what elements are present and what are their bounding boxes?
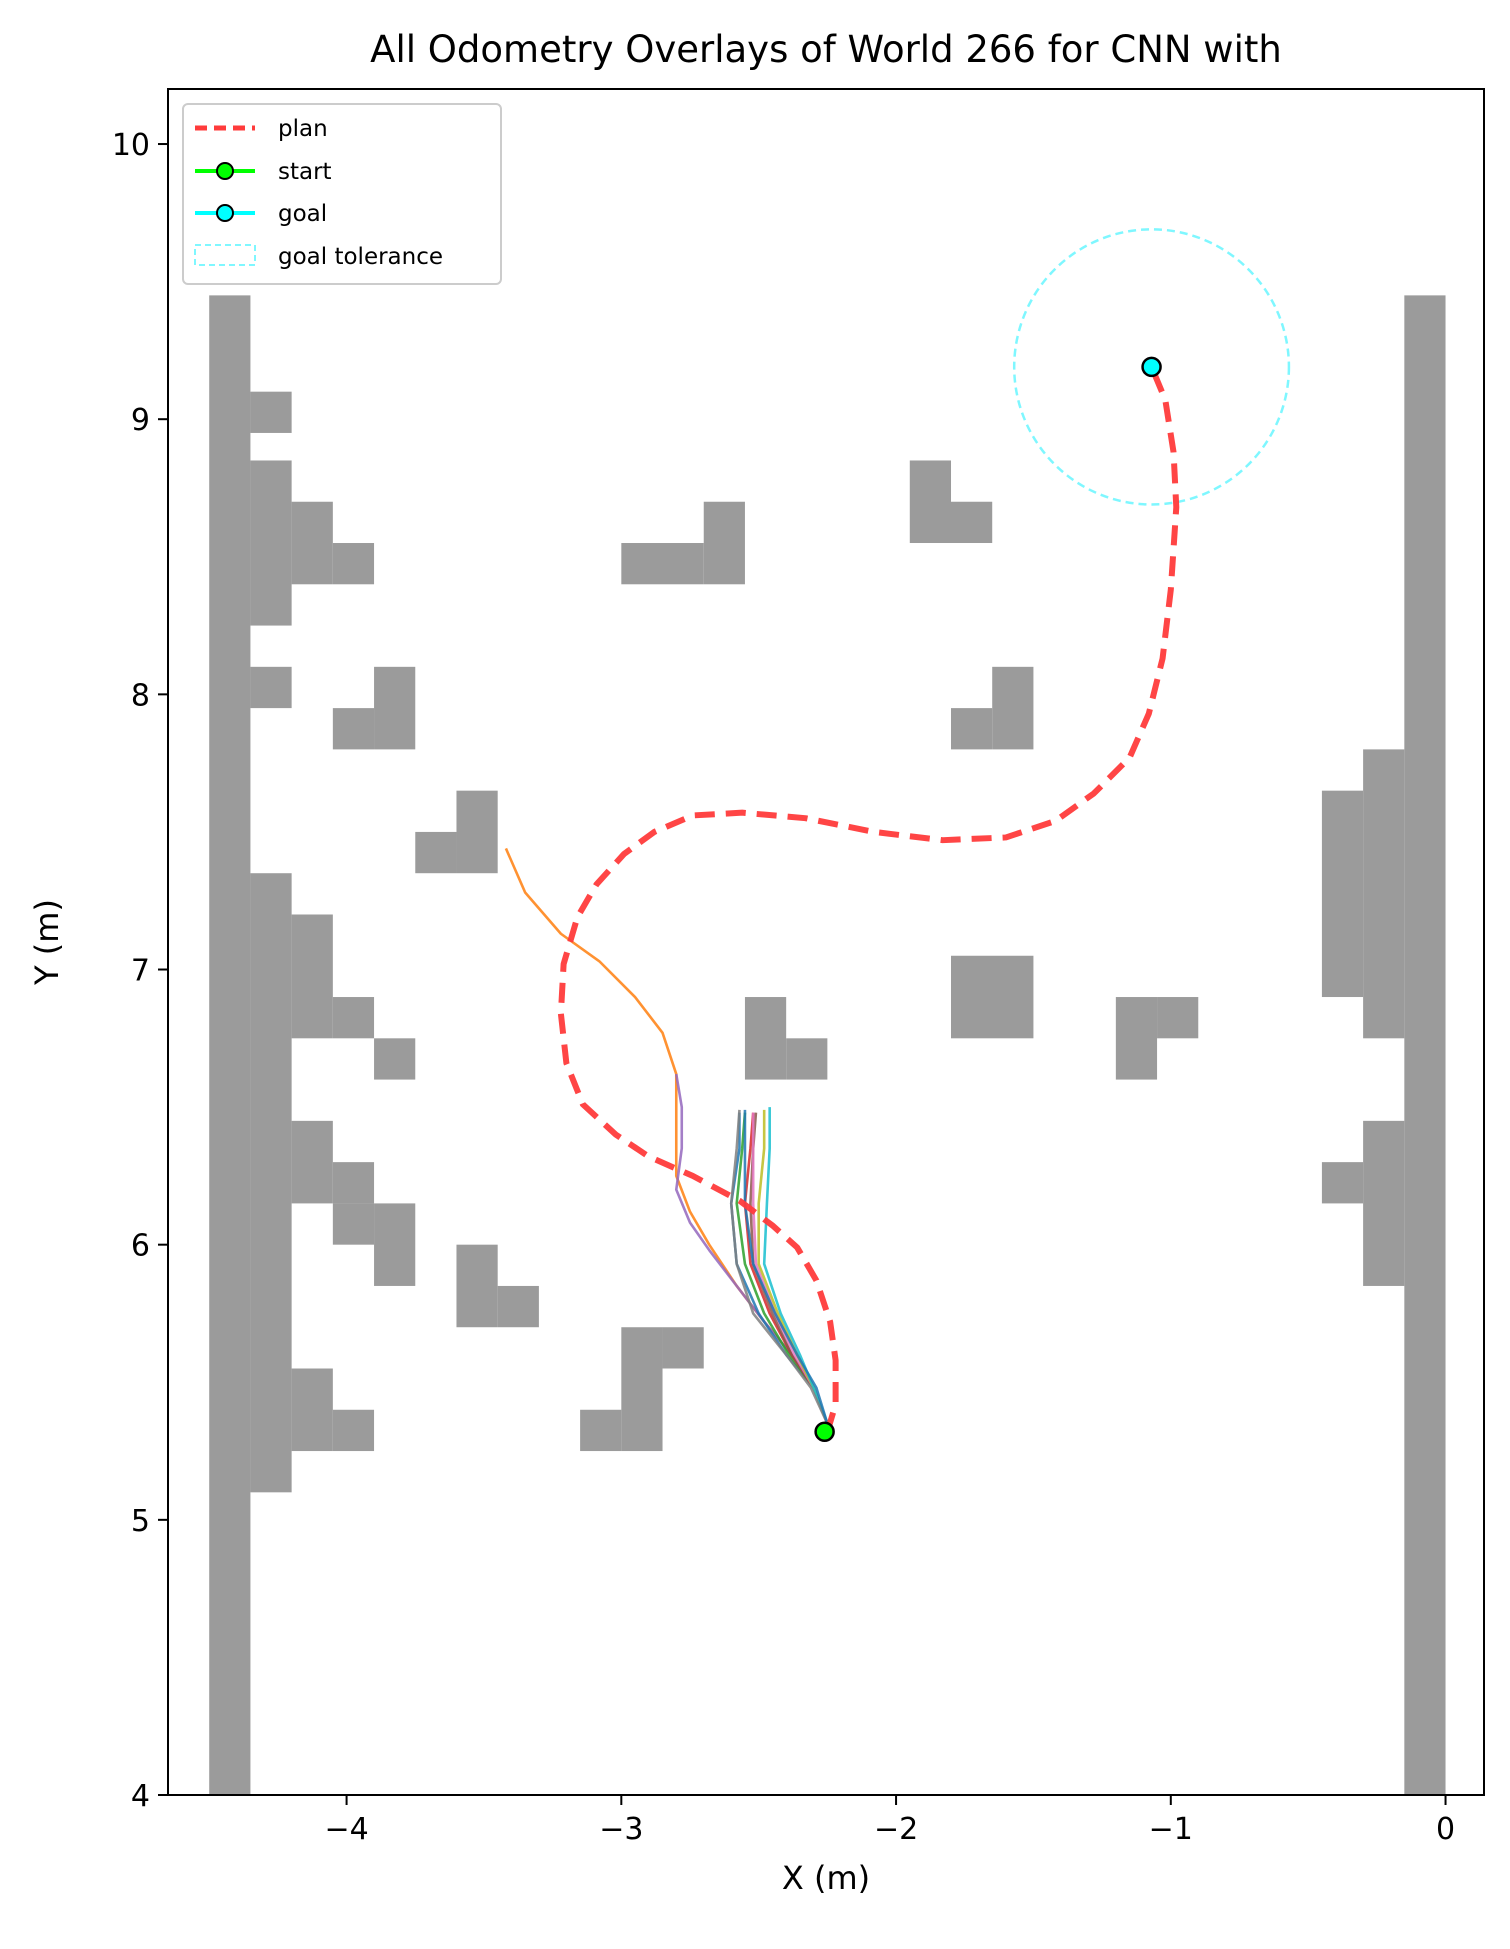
obstacle-block-5 xyxy=(250,666,292,709)
obstacle-block-9 xyxy=(374,1038,416,1080)
legend-tolerance-label: goal tolerance xyxy=(278,244,443,270)
obstacle-block-28 xyxy=(786,1038,828,1080)
y-tick-label-1: 5 xyxy=(131,1504,150,1539)
obstacle-block-19 xyxy=(415,831,457,874)
x-tick-label-3: −1 xyxy=(1149,1812,1193,1847)
obstacle-block-1 xyxy=(250,391,292,433)
x-tick-label-4: 0 xyxy=(1436,1812,1455,1847)
obstacle-block-0 xyxy=(209,295,251,1795)
obstacle-block-37 xyxy=(1363,749,1405,1039)
obstacle-block-23 xyxy=(703,501,745,585)
obstacle-block-38 xyxy=(1321,790,1364,998)
obstacle-block-26 xyxy=(580,1409,622,1452)
y-axis-ticks: 4 5 6 7 8 9 10 xyxy=(112,128,168,1814)
obstacle-grid xyxy=(209,295,1446,1795)
goal-tolerance-ring xyxy=(1012,228,1291,506)
plot-frame xyxy=(167,88,1485,1796)
obstacle-block-10 xyxy=(291,1120,333,1204)
y-tick-label-6: 10 xyxy=(112,128,150,163)
obstacle-block-21 xyxy=(497,1285,539,1328)
plan-path xyxy=(557,365,1180,1433)
start-marker xyxy=(814,1421,835,1443)
obstacle-block-40 xyxy=(1321,1162,1364,1204)
obstacle-block-17 xyxy=(332,708,375,750)
obstacle-block-35 xyxy=(1157,997,1199,1039)
obstacle-block-13 xyxy=(374,1203,416,1286)
plan-line xyxy=(557,365,1180,1433)
y-tick-label-2: 6 xyxy=(131,1229,150,1264)
obstacle-block-16 xyxy=(374,666,416,750)
y-tick-label-3: 7 xyxy=(131,954,150,989)
y-axis-label: Y (m) xyxy=(28,899,66,986)
obstacle-block-7 xyxy=(291,914,333,1039)
odometry-series xyxy=(504,847,829,1425)
start-goal-markers xyxy=(814,356,1162,1443)
obstacle-block-25 xyxy=(662,1327,704,1369)
obstacle-block-18 xyxy=(456,790,498,874)
obstacle-block-11 xyxy=(332,1162,375,1204)
obstacle-block-30 xyxy=(951,501,993,544)
goal-marker xyxy=(1141,356,1162,378)
obstacle-block-4 xyxy=(332,543,375,585)
obstacle-block-12 xyxy=(332,1203,375,1245)
obstacle-block-34 xyxy=(1115,997,1158,1080)
odometry-trace-9 xyxy=(729,1109,829,1425)
chart-title: All Odometry Overlays of World 266 for C… xyxy=(370,28,1282,71)
odometry-trace-10 xyxy=(743,1109,829,1424)
obstacle-block-20 xyxy=(456,1244,498,1328)
obstacle-block-14 xyxy=(291,1368,333,1452)
x-axis-label: X (m) xyxy=(782,1859,870,1897)
obstacle-block-15 xyxy=(332,1409,375,1452)
obstacle-block-3 xyxy=(291,501,333,585)
legend-frame xyxy=(182,103,502,285)
obstacle-block-36 xyxy=(1404,295,1446,1795)
legend: plan start goal goal tolerance xyxy=(182,103,502,285)
x-tick-label-0: −4 xyxy=(324,1812,368,1847)
x-tick-label-1: −3 xyxy=(599,1812,643,1847)
x-tick-label-2: −2 xyxy=(874,1812,918,1847)
legend-tolerance-swatch xyxy=(194,244,256,266)
obstacle-block-8 xyxy=(332,997,375,1039)
goal-tolerance-circle xyxy=(1012,228,1291,506)
legend-plan-label: plan xyxy=(278,116,328,142)
legend-start-label: start xyxy=(278,159,332,185)
obstacle-block-2 xyxy=(250,460,292,626)
obstacle-block-27 xyxy=(744,997,787,1080)
obstacle-block-32 xyxy=(951,708,993,750)
obstacle-block-33 xyxy=(951,955,1034,1039)
obstacle-block-31 xyxy=(992,666,1034,750)
legend-start-marker xyxy=(216,162,234,180)
legend-goal-marker xyxy=(216,204,234,222)
obstacle-block-22 xyxy=(621,543,704,585)
obstacle-block-29 xyxy=(909,460,952,544)
obstacle-block-39 xyxy=(1363,1120,1405,1286)
y-tick-label-5: 9 xyxy=(131,403,150,438)
y-tick-label-4: 8 xyxy=(131,678,150,713)
x-axis-ticks: −4 −3 −2 −1 0 xyxy=(324,1795,1455,1847)
legend-goal-label: goal xyxy=(278,201,327,227)
y-tick-label-0: 4 xyxy=(131,1779,150,1814)
obstacle-block-6 xyxy=(250,873,292,1493)
odometry-trace-8 xyxy=(762,1107,829,1424)
obstacle-block-24 xyxy=(621,1327,663,1452)
